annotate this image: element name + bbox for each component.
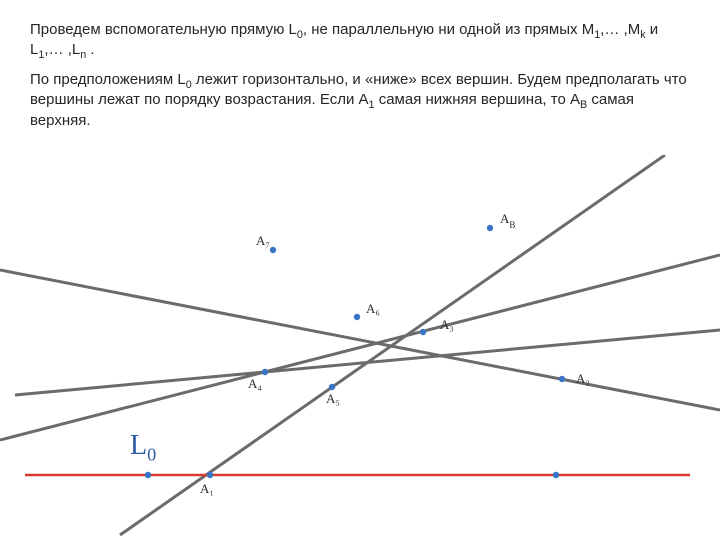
p1-b: , не параллельную ни одной из прямых M (303, 21, 594, 38)
point-A6 (354, 314, 360, 320)
grey-line-4 (120, 155, 665, 535)
point-A3 (420, 329, 426, 335)
point-blue-right (553, 472, 559, 478)
point-A1 (207, 472, 213, 478)
p1-e: ,… ,L (44, 41, 80, 58)
point-blue-left (145, 472, 151, 478)
geometry-diagram: A₁ A₂ A₃ A₄ A₅ A₆ A₇ AB (0, 155, 720, 540)
point-A4 (262, 369, 268, 375)
label-A1: A₁ (200, 481, 214, 496)
diagram-svg: A₁ A₂ A₃ A₄ A₅ A₆ A₇ AB (0, 155, 720, 540)
label-A7: A₇ (256, 233, 270, 248)
l0-text: L (130, 430, 147, 461)
l0-sub: 0 (147, 445, 156, 465)
point-A2 (559, 376, 565, 382)
slide: Проведем вспомогательную прямую L 0 , не п… (0, 0, 720, 540)
point-AB (487, 225, 493, 231)
point-A5 (329, 384, 335, 390)
label-A3: A₃ (440, 317, 454, 332)
paragraph-2: По предположениям L0 лежит горизонтально… (30, 70, 695, 131)
grey-line-2 (0, 255, 720, 440)
point-A7 (270, 247, 276, 253)
label-A2: A₂ (576, 371, 590, 386)
p2-c: самая нижняя вершина, то A (375, 91, 580, 108)
l0-label: L0 (130, 430, 156, 462)
label-A6: A₆ (366, 301, 380, 316)
label-A4: A₄ (248, 376, 262, 391)
paragraph-1: Проведем вспомогательную прямую L0, не п… (30, 20, 695, 61)
label-A5: A₅ (326, 391, 340, 406)
p1-f: . (86, 41, 94, 58)
p1-a: Проведем вспомогательную прямую L (30, 21, 297, 38)
p2-a: По предположениям L (30, 71, 186, 88)
label-AB: AB (500, 211, 515, 230)
p1-c: ,… ,M (600, 21, 640, 38)
